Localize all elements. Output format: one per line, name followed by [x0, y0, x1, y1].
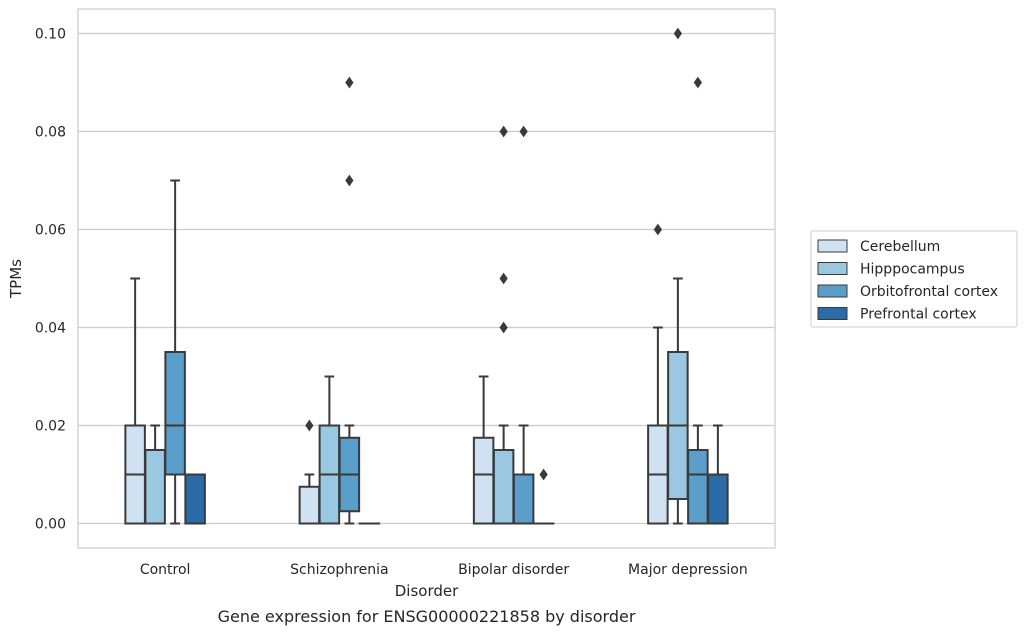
- box-body: [512, 473, 535, 525]
- box-body: [492, 449, 515, 525]
- box-1-0: [298, 419, 321, 525]
- boxes: [124, 27, 729, 525]
- outlier-point: [693, 76, 702, 89]
- y-tick-label: 0.10: [35, 27, 66, 43]
- x-tick-label: Control: [140, 562, 191, 578]
- box-1-1: [318, 375, 341, 525]
- outlier-point: [499, 321, 508, 334]
- y-tick-label: 0.02: [35, 419, 66, 435]
- box-0-3: [184, 473, 206, 525]
- outlier-point: [345, 76, 354, 89]
- box-body: [472, 436, 495, 525]
- x-tick-labels: Control Schizophrenia Bipolar disorder Majo…: [140, 562, 748, 578]
- box-3-1: [667, 27, 689, 525]
- box-body: [144, 449, 166, 525]
- x-tick-label: Major depression: [628, 562, 748, 578]
- outlier-point: [519, 125, 528, 138]
- box-0-2: [164, 179, 186, 525]
- outlier-point: [499, 125, 508, 138]
- legend-label: Prefrontal cortex: [860, 307, 977, 323]
- y-tick-label: 0.08: [35, 125, 66, 141]
- outlier-point: [345, 174, 354, 187]
- box-0-0: [124, 277, 146, 525]
- box-2-2: [512, 125, 535, 525]
- y-tick-label: 0.04: [35, 321, 66, 337]
- box-body: [687, 449, 709, 525]
- outlier-point: [305, 419, 314, 432]
- y-tick-labels: 0.00 0.02 0.04 0.06 0.08 0.10: [35, 27, 66, 533]
- box-2-0: [472, 375, 495, 525]
- box-body: [184, 473, 206, 525]
- box-2-3: [532, 468, 555, 525]
- box-3-2: [687, 76, 709, 525]
- x-axis-title: Disorder: [395, 582, 459, 600]
- legend-swatch: [817, 307, 848, 320]
- x-tick-label: Schizophrenia: [290, 562, 388, 578]
- x-tick-label: Bipolar disorder: [458, 562, 569, 578]
- outlier-point: [539, 468, 548, 481]
- legend-label: Cerebellum: [860, 239, 940, 255]
- legend-swatch: [817, 239, 848, 253]
- box-3-3: [707, 424, 729, 525]
- legend-label: Hipppocampus: [860, 262, 965, 278]
- legend-swatch: [817, 262, 848, 275]
- box-2-1: [492, 125, 515, 525]
- outlier-point: [653, 223, 662, 236]
- y-tick-label: 0.06: [35, 223, 66, 239]
- box-body: [298, 485, 321, 525]
- outlier-point: [673, 27, 682, 40]
- chart-caption: Gene expression for ENSG00000221858 by d…: [218, 607, 636, 626]
- legend-frame: [810, 230, 1018, 328]
- box-0-1: [144, 424, 166, 525]
- legend: Cerebellum Hipppocampus Orbitofrontal cort…: [810, 230, 1018, 328]
- y-axis-title: TPMs: [7, 259, 25, 299]
- plot-frame: [77, 8, 776, 549]
- legend-label: Orbitofrontal cortex: [860, 284, 998, 300]
- box-body: [707, 473, 729, 525]
- y-tick-label: 0.00: [35, 517, 66, 533]
- legend-swatch: [817, 284, 848, 298]
- outlier-point: [499, 272, 508, 285]
- box-1-2: [338, 76, 361, 525]
- box-3-0: [647, 223, 669, 525]
- box-body: [164, 351, 186, 476]
